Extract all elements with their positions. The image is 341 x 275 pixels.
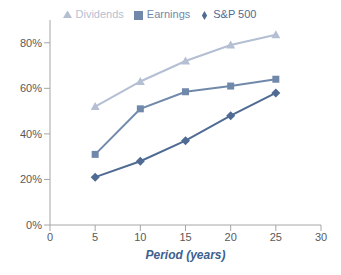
html-text:S&P 500: S&P 500: [213, 8, 257, 20]
svg-text:20: 20: [225, 231, 237, 243]
svg-text:10: 10: [134, 231, 146, 243]
svg-text:60%: 60%: [20, 82, 42, 94]
svg-text:30: 30: [315, 231, 327, 243]
svg-text:Period (years): Period (years): [145, 248, 225, 262]
svg-text:0%: 0%: [26, 219, 42, 231]
svg-text:0: 0: [47, 231, 53, 243]
svg-text:20%: 20%: [20, 173, 42, 185]
html-text:Earnings: Earnings: [146, 8, 191, 20]
svg-text:5: 5: [92, 231, 98, 243]
svg-text:80%: 80%: [20, 37, 42, 49]
svg-text:25: 25: [270, 231, 282, 243]
svg-text:15: 15: [179, 231, 191, 243]
html-text:Dividends: Dividends: [75, 8, 124, 20]
svg-text:40%: 40%: [20, 128, 42, 140]
